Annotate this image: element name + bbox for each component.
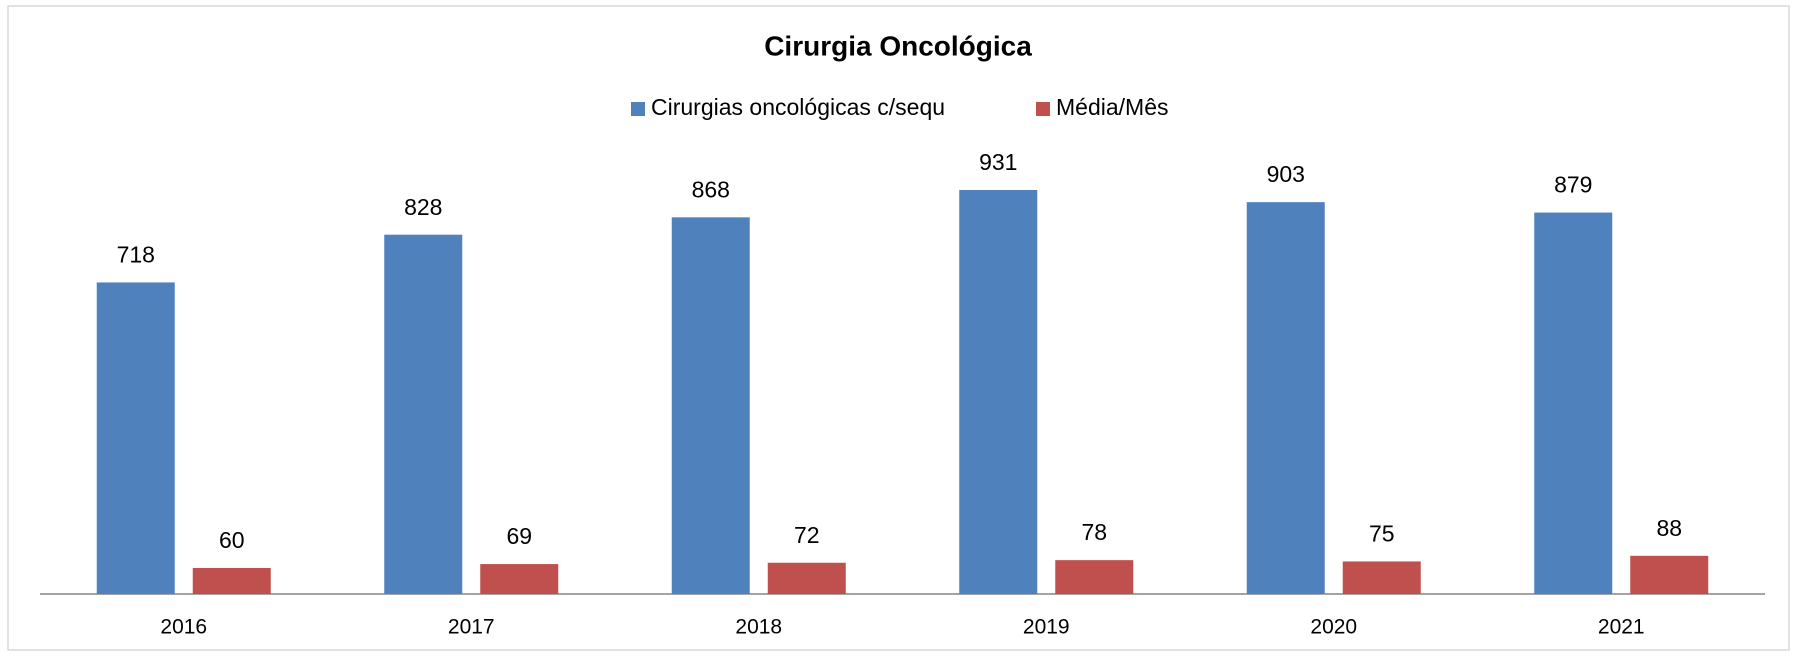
bar [1342, 561, 1421, 594]
data-label: 931 [979, 149, 1017, 175]
data-label: 60 [219, 527, 245, 553]
chart-frame [7, 5, 1790, 651]
x-tick-label: 2017 [448, 616, 495, 639]
legend-label: Média/Mês [1056, 94, 1168, 120]
chart-title: Cirurgia Oncológica [764, 30, 1032, 61]
legend-label: Cirurgias oncológicas c/sequ [651, 94, 945, 120]
data-label: 903 [1267, 161, 1305, 187]
legend-swatch [1036, 102, 1050, 116]
x-tick-label: 2021 [1598, 616, 1645, 639]
bar [767, 562, 846, 594]
data-label: 78 [1081, 519, 1107, 545]
bar [959, 190, 1038, 594]
legend-swatch [631, 102, 645, 116]
data-label: 879 [1554, 172, 1592, 198]
data-label: 75 [1369, 521, 1395, 547]
bar [1246, 202, 1325, 594]
data-label: 72 [794, 522, 820, 548]
bar [671, 217, 750, 594]
bar [96, 282, 175, 594]
data-label: 868 [692, 176, 730, 202]
x-tick-label: 2016 [160, 616, 207, 639]
bar [1055, 560, 1134, 594]
data-label: 88 [1656, 515, 1682, 541]
x-tick-label: 2019 [1023, 616, 1070, 639]
data-label: 69 [506, 523, 532, 549]
x-tick-label: 2020 [1310, 616, 1357, 639]
data-label: 828 [404, 194, 442, 220]
bar [480, 564, 559, 594]
bar [192, 567, 271, 594]
bar [384, 234, 463, 594]
bar [1630, 555, 1709, 594]
x-tick-label: 2018 [735, 616, 782, 639]
data-label: 718 [117, 242, 155, 268]
bar [1534, 212, 1613, 594]
